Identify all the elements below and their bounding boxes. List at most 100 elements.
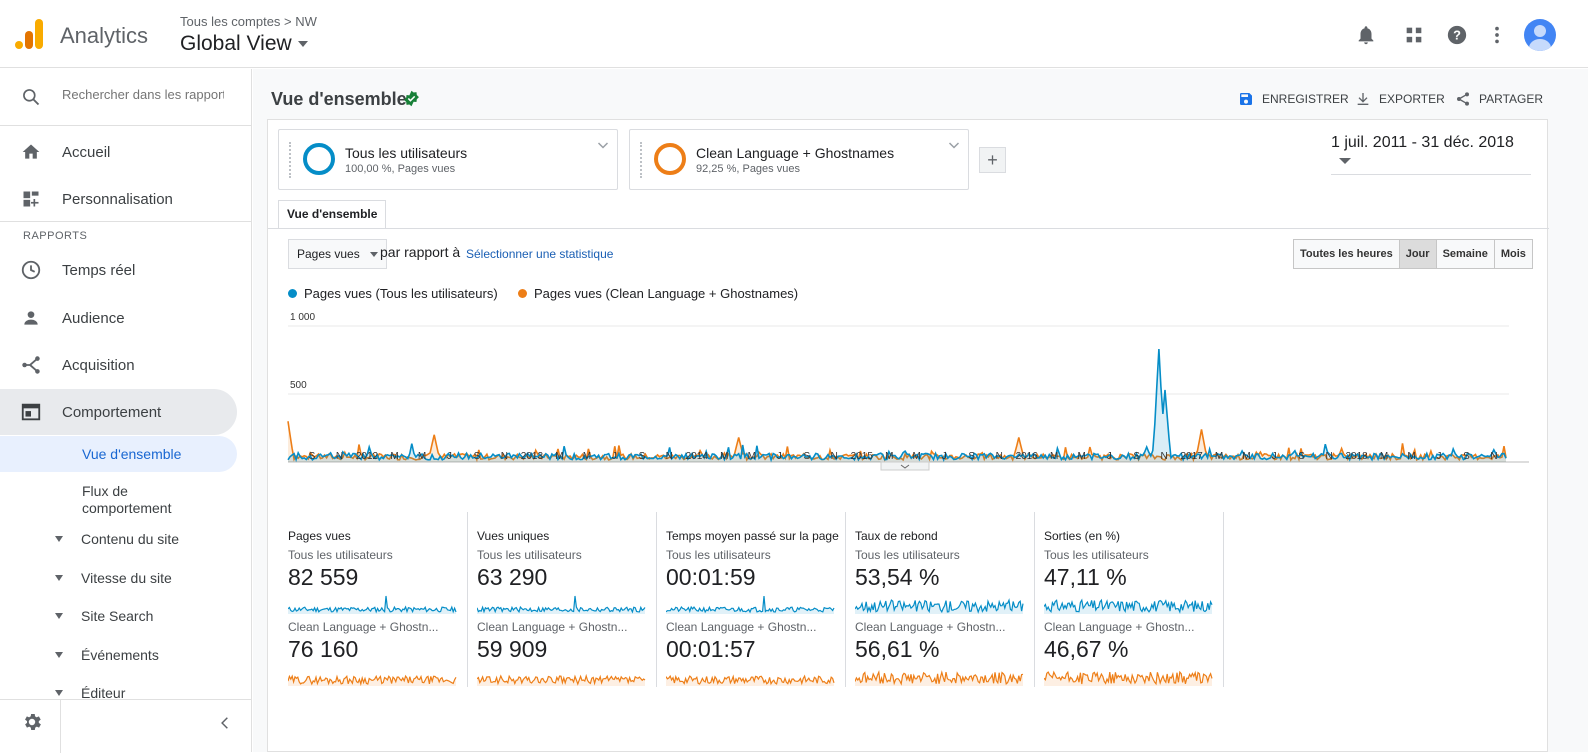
sidebar-item-evenements[interactable]: Événements bbox=[0, 647, 237, 663]
sidebar-item-site-search[interactable]: Site Search bbox=[0, 608, 237, 624]
segment-name: Tous les utilisateurs bbox=[345, 145, 468, 161]
report-panel: Tous les utilisateurs 100,00 %, Pages vu… bbox=[267, 119, 1549, 752]
avatar[interactable] bbox=[1524, 19, 1556, 51]
sidebar-item-vue-ensemble[interactable]: Vue d'ensemble bbox=[0, 436, 237, 472]
sidebar-item-acquisition[interactable]: Acquisition bbox=[0, 342, 237, 388]
sidebar-item-audience[interactable]: Audience bbox=[0, 295, 237, 341]
divider bbox=[0, 221, 252, 222]
sidebar-item-editeur[interactable]: Éditeur bbox=[0, 685, 237, 701]
x-tick-label: J bbox=[1107, 451, 1112, 462]
chevron-down-icon[interactable] bbox=[948, 139, 960, 151]
scorecard-value: 53,54 % bbox=[855, 564, 940, 590]
sparkline bbox=[288, 674, 457, 686]
x-tick-label: J bbox=[1272, 451, 1277, 462]
sparkline-area bbox=[666, 676, 834, 686]
export-button[interactable]: EXPORTER bbox=[1355, 91, 1445, 107]
sidebar-item-personnalisation[interactable]: Personnalisation bbox=[0, 176, 237, 222]
x-tick-group: S N 2012 M M J S N 2013 M M J S N 2014 M M J S N 2015 M M J S N 20… bbox=[309, 451, 1498, 462]
sidebar-item-comportement[interactable]: Comportement bbox=[0, 389, 237, 435]
sparkline-path bbox=[855, 670, 1024, 686]
share-icon bbox=[1457, 92, 1469, 106]
x-tick-label: M bbox=[583, 451, 591, 462]
x-tick-label: M bbox=[1407, 451, 1415, 462]
apps-grid-icon[interactable] bbox=[1403, 24, 1425, 46]
view-selector[interactable]: Global View bbox=[180, 32, 308, 56]
x-tick-label: M bbox=[1050, 451, 1058, 462]
segment-sub: 100,00 %, Pages vues bbox=[345, 163, 456, 175]
scorecard-value: 46,67 % bbox=[1044, 636, 1129, 662]
x-tick-label: 2013 bbox=[521, 451, 544, 462]
x-tick-label: N bbox=[666, 451, 673, 462]
sidebar-item-label: Contenu du site bbox=[81, 531, 180, 547]
x-tick-label: N bbox=[1325, 451, 1332, 462]
sparkline bbox=[477, 673, 646, 686]
sidebar-footer bbox=[0, 699, 252, 753]
legend-dot bbox=[518, 289, 527, 298]
scorecard[interactable]: Sorties (en %) Tous les utilisateurs 47,… bbox=[1044, 512, 1224, 687]
search-input[interactable] bbox=[62, 87, 224, 102]
pageviews-line-chart[interactable]: 1 000 500 S N 2012 M M J S N 2013 M M J S N 2014 M M J S N 2… bbox=[284, 308, 1529, 478]
sparkline bbox=[855, 598, 1024, 614]
share-button[interactable]: PARTAGER bbox=[1455, 91, 1543, 107]
expand-triangle-icon bbox=[55, 652, 63, 658]
metric-dropdown[interactable]: Pages vues bbox=[288, 239, 387, 269]
scorecard-segment-label: Tous les utilisateurs bbox=[855, 548, 960, 562]
granularity-month-button[interactable]: Mois bbox=[1494, 240, 1532, 268]
sparkline bbox=[288, 595, 457, 614]
x-tick-label: J bbox=[942, 451, 947, 462]
sidebar: Accueil Personnalisation RAPPORTS Temps … bbox=[0, 69, 252, 753]
expand-triangle-icon bbox=[55, 690, 63, 696]
analytics-logo-icon[interactable] bbox=[15, 19, 43, 49]
segment-card-clean-language[interactable]: Clean Language + Ghostnames 92,25 %, Pag… bbox=[629, 129, 969, 190]
x-tick-label: N bbox=[1490, 451, 1497, 462]
legend-item-all-users[interactable]: Pages vues (Tous les utilisateurs) bbox=[288, 286, 498, 301]
top-bar: Analytics Tous les comptes > NW Global V… bbox=[0, 0, 1588, 68]
scorecard[interactable]: Vues uniques Tous les utilisateurs 63 29… bbox=[477, 512, 657, 687]
expand-triangle-icon bbox=[55, 536, 63, 542]
more-vert-icon[interactable] bbox=[1486, 24, 1508, 46]
scorecard-title: Pages vues bbox=[288, 529, 351, 543]
segment-card-all-users[interactable]: Tous les utilisateurs 100,00 %, Pages vu… bbox=[278, 129, 618, 190]
drag-handle[interactable] bbox=[289, 142, 292, 178]
select-metric-link[interactable]: Sélectionner une statistique bbox=[466, 247, 614, 261]
sidebar-item-accueil[interactable]: Accueil bbox=[0, 129, 237, 175]
tab-vue-ensemble[interactable]: Vue d'ensemble bbox=[278, 200, 387, 229]
scorecard[interactable]: Temps moyen passé sur la page Tous les u… bbox=[666, 512, 846, 687]
granularity-week-button[interactable]: Semaine bbox=[1436, 240, 1495, 268]
save-icon bbox=[1240, 93, 1252, 105]
gear-icon[interactable] bbox=[21, 711, 43, 733]
chevron-down-icon[interactable] bbox=[597, 139, 609, 151]
sidebar-item-label: Personnalisation bbox=[62, 190, 173, 208]
save-button[interactable]: ENREGISTRER bbox=[1238, 91, 1349, 107]
sidebar-item-temps-reel[interactable]: Temps réel bbox=[0, 247, 237, 293]
legend-item-clean-language[interactable]: Pages vues (Clean Language + Ghostnames) bbox=[518, 286, 798, 301]
chart-resize-handle[interactable] bbox=[880, 461, 930, 471]
main-content: Vue d'ensemble ENREGISTRER EXPORTER PART… bbox=[253, 69, 1588, 752]
drag-handle[interactable] bbox=[640, 142, 643, 178]
sidebar-item-flux-comportement[interactable]: Flux de comportement bbox=[82, 483, 172, 516]
sparkline-path bbox=[666, 595, 835, 614]
sidebar-item-vitesse-site[interactable]: Vitesse du site bbox=[0, 570, 237, 586]
scorecard[interactable]: Pages vues Tous les utilisateurs 82 559 … bbox=[288, 512, 468, 687]
collapse-chevron-icon[interactable] bbox=[218, 716, 232, 730]
series-line[interactable] bbox=[287, 349, 1507, 463]
sidebar-item-label: Comportement bbox=[62, 403, 162, 421]
bell-icon[interactable] bbox=[1355, 24, 1377, 46]
add-segment-button[interactable]: + bbox=[979, 147, 1006, 173]
scorecard-value: 59 909 bbox=[477, 636, 548, 662]
date-range-picker[interactable]: 1 juil. 2011 - 31 déc. 2018 bbox=[1331, 134, 1531, 175]
help-icon[interactable]: ? bbox=[1446, 24, 1468, 46]
svg-text:?: ? bbox=[1453, 28, 1461, 43]
sidebar-item-contenu-site[interactable]: Contenu du site bbox=[0, 531, 237, 547]
granularity-day-button[interactable]: Jour bbox=[1399, 240, 1437, 268]
save-label: ENREGISTRER bbox=[1262, 92, 1349, 106]
granularity-hourly-button[interactable]: Toutes les heures bbox=[1294, 240, 1400, 268]
dashboard-icon bbox=[23, 191, 39, 207]
x-tick-label: M bbox=[390, 451, 398, 462]
breadcrumb[interactable]: Tous les comptes > NW bbox=[180, 14, 317, 29]
scorecard[interactable]: Taux de rebond Tous les utilisateurs 53,… bbox=[855, 512, 1035, 687]
x-tick-label: 2015 bbox=[851, 451, 874, 462]
segment-sub: 92,25 %, Pages vues bbox=[696, 163, 800, 175]
legend-label: Pages vues (Tous les utilisateurs) bbox=[304, 286, 498, 301]
scorecard-value: 82 559 bbox=[288, 564, 359, 590]
